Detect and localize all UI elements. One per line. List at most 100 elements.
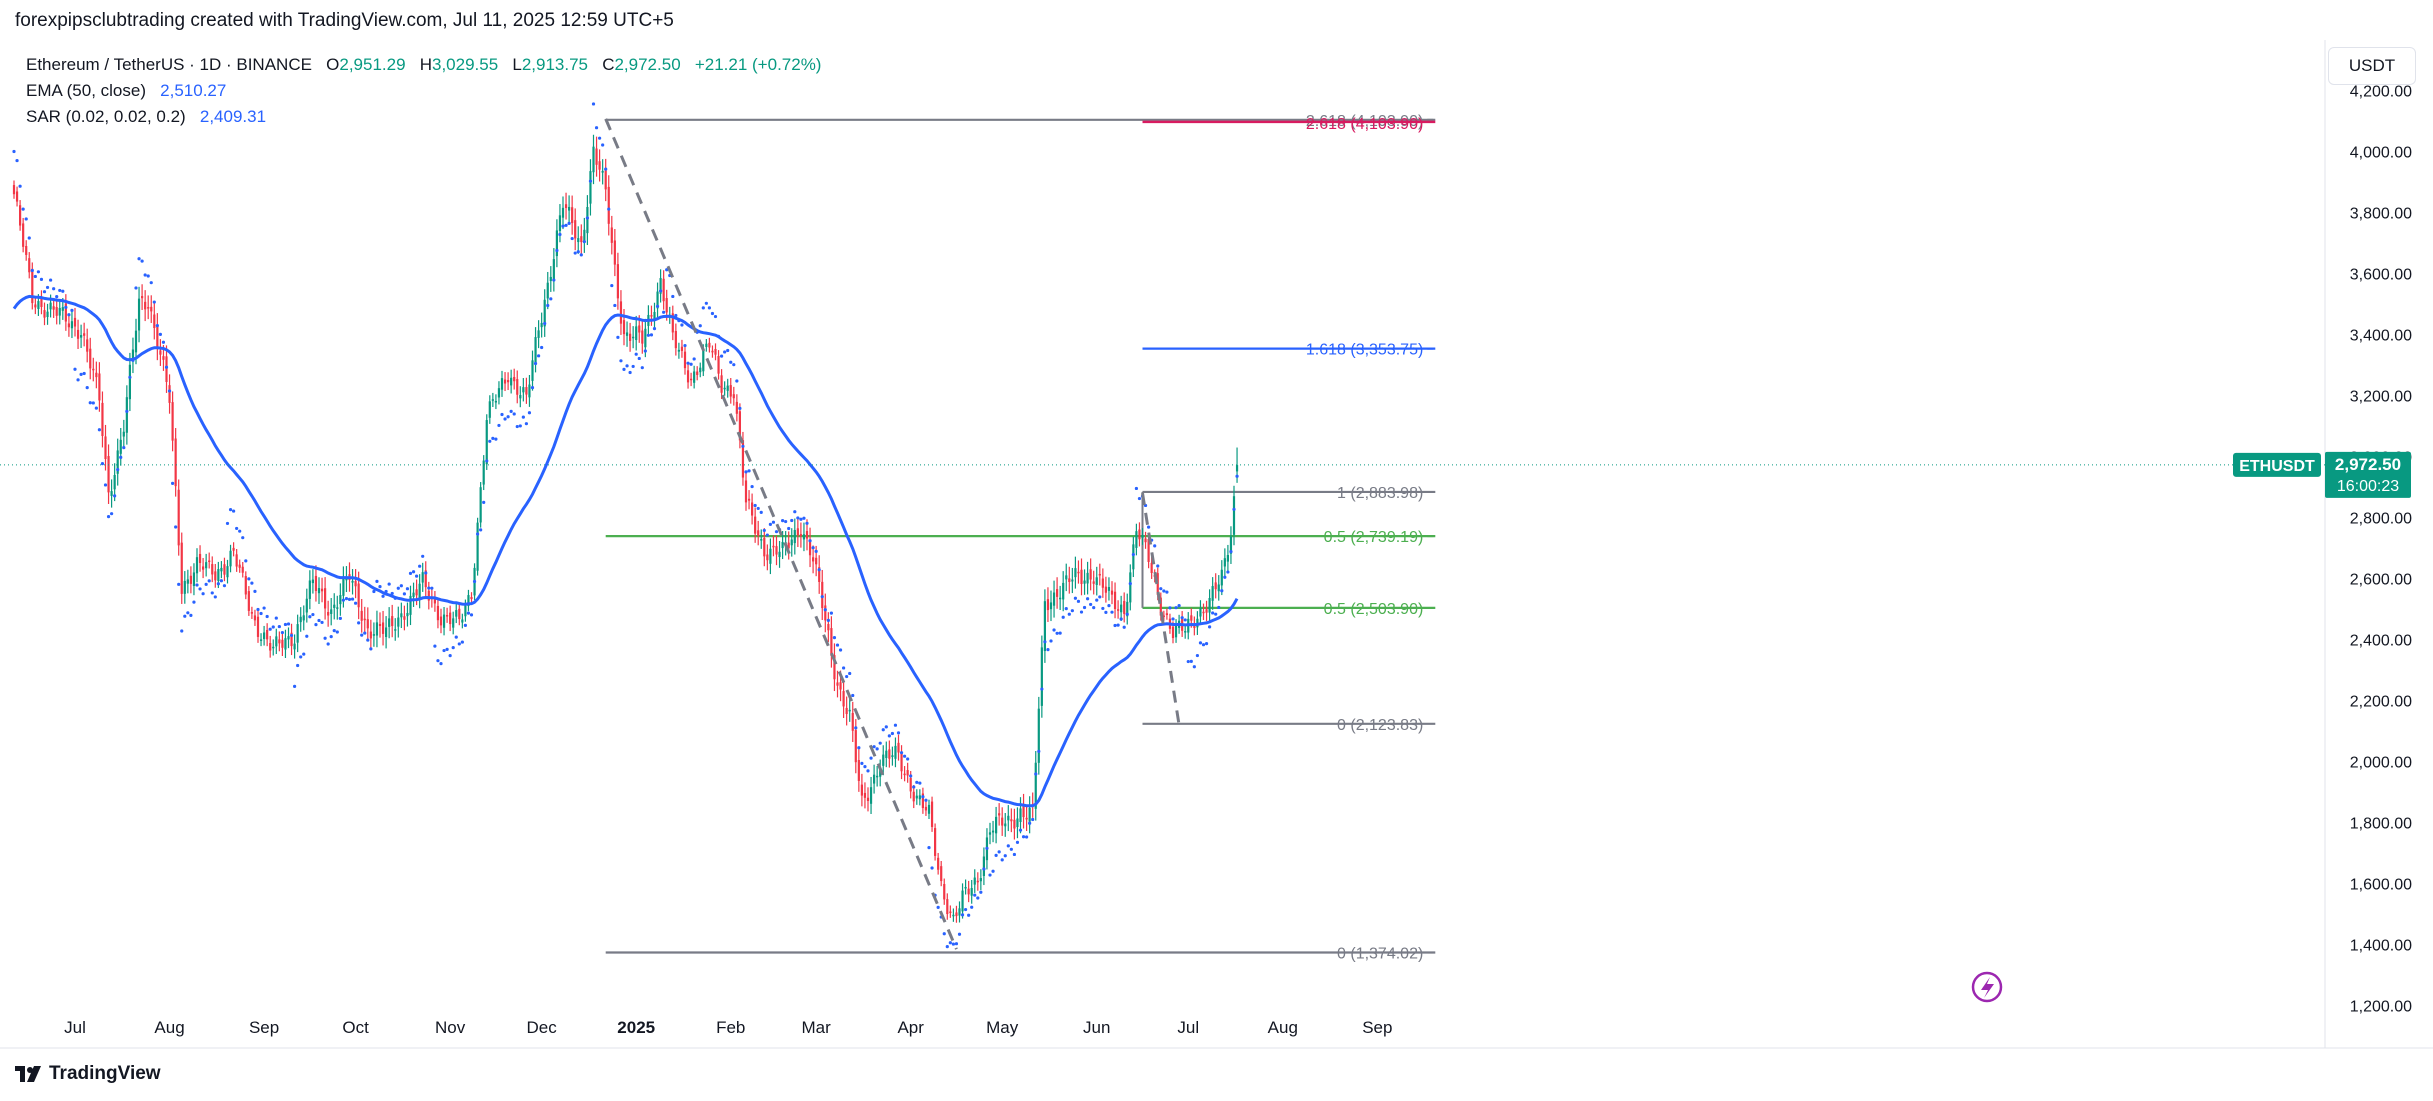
sar-dot [930, 866, 934, 870]
price-tick-label: 2,800.00 [2350, 511, 2412, 528]
sar-dot [299, 655, 303, 659]
price-tick-label: 2,400.00 [2350, 633, 2412, 650]
trend-layer[interactable] [604, 118, 1181, 950]
tradingview-brand[interactable]: TradingView [15, 1063, 161, 1085]
sar-dot [546, 303, 550, 308]
candle-body [1159, 597, 1162, 616]
candle-body [1089, 569, 1092, 580]
candle-body [55, 307, 58, 316]
ema-row[interactable]: EMA (50, close) 2,510.27 [26, 78, 821, 104]
sar-dot [942, 932, 946, 936]
candle-body [61, 307, 64, 311]
sar-dot [411, 570, 416, 574]
candle-body [519, 395, 522, 399]
sar-dot [506, 415, 510, 419]
currency-button[interactable]: USDT [2328, 47, 2416, 85]
candle-body [638, 325, 641, 333]
sar-dot [238, 529, 242, 533]
fib-trend-line[interactable] [604, 118, 958, 950]
candle-body [412, 592, 415, 597]
candle-body [995, 816, 998, 834]
sar-dot [625, 364, 629, 368]
sar-row[interactable]: SAR (0.02, 0.02, 0.2) 2,409.31 [26, 104, 821, 130]
sar-dot [210, 591, 214, 595]
sar-dot [1031, 817, 1035, 822]
candle-body [180, 542, 183, 594]
flash-icon[interactable] [1971, 971, 2003, 1003]
sar-dot [460, 640, 464, 644]
sar-dot [835, 643, 840, 647]
sar-dot [216, 582, 220, 586]
sar-dot [476, 532, 480, 536]
sar-dot [235, 526, 239, 531]
sar-dot [1067, 612, 1071, 616]
symbol-title[interactable]: Ethereum / TetherUS · 1D · BINANCE [26, 55, 312, 74]
sar-dot [42, 290, 47, 294]
sar-dot [759, 510, 763, 514]
sar-dot [817, 568, 821, 572]
candle-body [388, 618, 391, 627]
sar-dot [1192, 665, 1196, 669]
sar-dot [515, 424, 519, 429]
candle-body [46, 311, 49, 318]
sar-dot [241, 536, 245, 540]
candle-body [1065, 575, 1068, 580]
price-tick-label: 2,000.00 [2350, 755, 2412, 772]
sar-dot [588, 179, 593, 183]
sar-dot [860, 761, 864, 765]
candle-body [625, 332, 629, 336]
candle-body [757, 530, 760, 536]
candle-body [635, 326, 638, 341]
sar-dot [45, 285, 50, 290]
sar-dot [1098, 595, 1102, 599]
candle-body [1202, 611, 1205, 614]
candle-body [1016, 818, 1019, 828]
candle-body [83, 333, 86, 336]
candle-body [424, 570, 427, 588]
candle-body [455, 610, 458, 617]
sar-dot [927, 846, 931, 850]
candle-body [934, 828, 937, 856]
candle-body [1126, 601, 1129, 617]
sar-dot [1125, 612, 1129, 616]
candle-body [131, 349, 135, 362]
sar-dot [738, 406, 742, 410]
sar-dot [311, 612, 315, 617]
sar-dot [250, 581, 254, 585]
sar-dot [253, 589, 257, 593]
fib-layer[interactable]: 2.618 (4,103.90) 1.618 (3,353.75) 0.5 (2,7… [605, 113, 1436, 963]
sar-dot [1177, 604, 1181, 608]
sar-dot [951, 942, 956, 946]
ohlc-row[interactable]: Ethereum / TetherUS · 1D · BINANCE O2,95… [26, 52, 821, 78]
candle-body [848, 709, 851, 712]
price-axis[interactable]: 4,200.00 4,000.00 3,800.00 3,600.00 3,400.00… [2350, 84, 2412, 1016]
time-axis[interactable]: Jul Aug Sep Oct Nov Dec 2025 Feb Mar Apr May Jun Jul… [64, 1018, 1392, 1037]
sar-dot [896, 731, 901, 735]
sar-dot [750, 484, 754, 489]
candle-body [857, 760, 860, 781]
candle-body [64, 303, 67, 322]
sar-dot [912, 785, 916, 789]
sar-dot [607, 207, 611, 211]
candle-body [12, 185, 16, 195]
sar-dot [347, 597, 352, 601]
candle-body [205, 562, 208, 569]
candle-body [195, 557, 199, 574]
sar-dot [375, 579, 379, 583]
candle-body [198, 553, 202, 563]
candle-body [958, 908, 961, 916]
time-tick-label: Aug [1268, 1018, 1298, 1037]
sar-dot [1153, 544, 1157, 548]
sar-dot [1021, 835, 1026, 839]
candle-body [147, 307, 150, 309]
candle-body [568, 206, 571, 211]
sar-dot [454, 635, 458, 639]
change-value: +21.21 (+0.72%) [694, 55, 822, 74]
candle-body [1056, 589, 1059, 597]
candle-body [446, 615, 449, 617]
candle-body [632, 336, 635, 339]
candle-body [73, 317, 77, 327]
candle-body [287, 636, 290, 640]
candle-body [467, 595, 470, 607]
